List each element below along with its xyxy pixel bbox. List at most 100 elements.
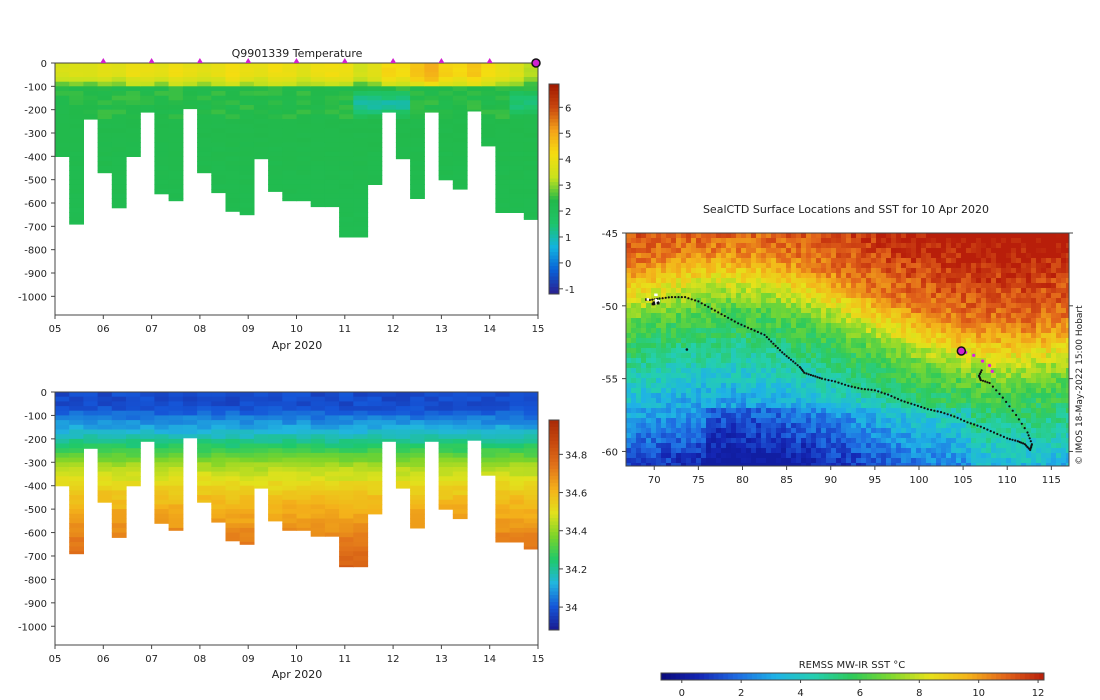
sst-cell [901, 348, 907, 354]
salinity-colorbar-swatch [549, 441, 559, 445]
sst-cell [881, 238, 887, 244]
temperature-cell [168, 133, 184, 139]
sst-cell [881, 393, 887, 399]
temperature-cell [55, 137, 70, 143]
temperature-cell [154, 86, 170, 92]
sst-cell [971, 308, 977, 314]
sst-cell [811, 393, 817, 399]
sst-cell [1036, 388, 1042, 394]
temperature-cell [126, 77, 141, 83]
salinity-cell [211, 396, 227, 402]
salinity-cell [211, 471, 227, 477]
salinity-cell [310, 448, 326, 454]
sst-cell [636, 318, 642, 324]
sst-cell [746, 378, 752, 384]
sst-cell [666, 283, 672, 289]
temperature-colorbar-swatch [549, 119, 559, 123]
sst-cell [866, 378, 872, 384]
sst-cell [891, 378, 897, 384]
salinity-cell [339, 434, 354, 440]
temperature-cell [239, 179, 255, 185]
sst-cell [841, 303, 847, 309]
temperature-cell [353, 63, 369, 69]
sst-cell [1016, 383, 1022, 389]
sst-cell [731, 398, 737, 404]
sst-cell [951, 388, 957, 394]
sst-cell [841, 268, 847, 274]
sst-cell [931, 308, 937, 314]
sst-cell [721, 393, 727, 399]
temperature-colorbar-swatch [549, 220, 559, 225]
sst-cell [1016, 288, 1022, 294]
sst-cell [831, 243, 837, 249]
temperature-cell [69, 189, 84, 195]
sst-cell [836, 358, 842, 364]
salinity-cell [339, 565, 354, 568]
temperature-cell [140, 109, 155, 113]
sst-cell [651, 373, 657, 379]
sst-cell [721, 343, 727, 349]
salinity-cell [211, 424, 227, 431]
sst-cell [711, 248, 717, 254]
sst-cell [741, 263, 747, 269]
salinity-cell [523, 396, 538, 402]
temperature-cell [310, 100, 326, 106]
sst-cell [871, 308, 877, 314]
sst-cell [1036, 248, 1042, 254]
temperature-colorbar-swatch [549, 133, 559, 137]
salinity-cell [438, 448, 454, 454]
sst-cell [851, 293, 857, 299]
temperature-cell [296, 100, 312, 106]
sst-cell [861, 328, 867, 334]
salinity-cell [452, 392, 468, 398]
sst-cell [691, 388, 697, 394]
sst-cell [716, 353, 722, 359]
temperature-cell [381, 81, 397, 87]
salinity-cell [239, 518, 255, 524]
salinity-cell [353, 541, 369, 548]
sst-cell [841, 258, 847, 264]
sst-cell [1041, 363, 1047, 369]
sst-cell [731, 318, 737, 324]
temperature-cell [481, 91, 496, 97]
sst-cell [911, 368, 917, 374]
sst-cell [946, 363, 952, 369]
salinity-cell [111, 443, 127, 449]
salinity-colorbar-swatch [549, 626, 559, 631]
sst-cell [651, 368, 657, 374]
sst-cell [1061, 233, 1067, 239]
temperature-cell [268, 133, 283, 139]
sst-cell [766, 388, 772, 394]
sst-cell [1046, 368, 1052, 374]
sst-cell [936, 328, 942, 334]
salinity-cell [438, 392, 454, 398]
sst-cell [781, 313, 787, 319]
sst-cell [756, 308, 762, 314]
sst-cell [771, 323, 777, 329]
temperature-cell [111, 170, 127, 176]
sst-cell [781, 233, 787, 239]
sst-cell [801, 388, 807, 394]
temperature-cell [410, 77, 425, 83]
sst-cell [1046, 353, 1052, 359]
sst-cell [761, 333, 767, 339]
salinity-cell [339, 429, 354, 435]
salinity-cell [154, 448, 170, 454]
salinity-cell [268, 481, 283, 487]
salinity-cell [83, 424, 99, 431]
temperature-cell [197, 147, 212, 153]
sst-cell [861, 303, 867, 309]
salinity-cell [126, 415, 141, 421]
sst-cell [951, 298, 957, 304]
salinity-cell [310, 415, 326, 421]
sst-cell [831, 323, 837, 329]
salinity-cell [282, 471, 298, 477]
temperature-cell [140, 86, 155, 92]
sst-cell [936, 343, 942, 349]
sst-cell [821, 313, 827, 319]
temperature-cell [182, 77, 198, 83]
sst-cell [1021, 248, 1027, 254]
sst-cell [716, 288, 722, 294]
sst-cell [831, 398, 837, 404]
sst-cell [806, 353, 812, 359]
